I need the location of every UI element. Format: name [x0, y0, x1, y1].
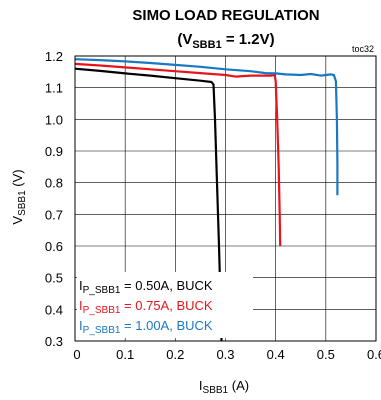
- plot-frame: [74, 55, 377, 342]
- y-tick-labels: 0.3 0.4 0.5 0.6 0.7 0.8 0.9 1.0 1.1 1.2: [45, 49, 63, 349]
- y-tick-label: 0.4: [45, 302, 63, 317]
- y-tick-label: 1.2: [45, 49, 63, 64]
- y-tick-label: 0.9: [45, 144, 63, 159]
- x-tick-label: 0.3: [216, 347, 234, 362]
- x-tick-labels: 0 0.1 0.2 0.3 0.4 0.5 0.6: [73, 347, 381, 362]
- x-tick-label: 0.4: [267, 347, 285, 362]
- x-tick-label: 0: [73, 347, 80, 362]
- y-tick-label: 0.6: [45, 239, 63, 254]
- series-line-3: [74, 58, 339, 196]
- corner-note: toc32: [352, 44, 374, 54]
- x-tick-label: 0.5: [317, 347, 335, 362]
- y-tick-label: 0.7: [45, 207, 63, 222]
- x-tick-label: 0.1: [116, 347, 134, 362]
- y-tick-label: 0.3: [45, 334, 63, 349]
- y-tick-label: 1.0: [45, 112, 63, 127]
- chart-title: SIMO LOAD REGULATION: [132, 7, 319, 24]
- series-line-1: [74, 67, 223, 342]
- x-tick-label: 0.6: [367, 347, 381, 362]
- y-tick-label: 0.5: [45, 271, 63, 286]
- series-line-2: [74, 62, 282, 247]
- legend-entry-2: IP_SBB1 = 0.75A, BUCK: [79, 298, 213, 316]
- legend-entry-1: IP_SBB1 = 0.50A, BUCK: [79, 278, 213, 296]
- legend: IP_SBB1 = 0.50A, BUCK IP_SBB1 = 0.75A, BU…: [77, 272, 253, 338]
- chart-subtitle: (VSBB1 = 1.2V): [177, 31, 274, 51]
- series-group: [74, 58, 339, 342]
- x-axis-label: ISBB1 (A): [199, 378, 249, 396]
- legend-entry-3: IP_SBB1 = 1.00A, BUCK: [79, 318, 213, 336]
- y-axis-label: VSBB1 (V): [10, 169, 28, 224]
- legend-background: [77, 272, 253, 338]
- x-tick-label: 0.2: [166, 347, 184, 362]
- y-tick-label: 0.8: [45, 176, 63, 191]
- y-tick-label: 1.1: [45, 81, 63, 96]
